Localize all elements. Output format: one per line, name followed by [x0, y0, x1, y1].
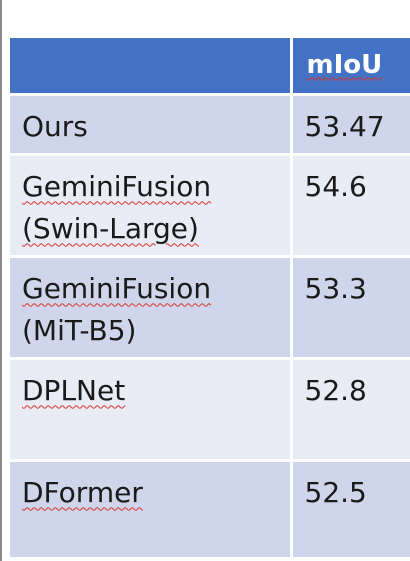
- header-miou-label: mIoU: [306, 50, 383, 81]
- table-header-row: mIoU: [10, 38, 410, 96]
- method-name: GeminiFusion: [22, 169, 212, 203]
- miou-cell: 52.5: [291, 460, 410, 560]
- results-table: mIoU Ours 53.47 GeminiFusion (Swin-Large…: [10, 38, 410, 560]
- miou-value: 52.5: [304, 475, 367, 509]
- table-row: Ours 53.47: [10, 94, 410, 156]
- method-cell: Ours: [10, 94, 293, 156]
- method-name: DPLNet: [22, 373, 126, 407]
- miou-value: 53.3: [304, 271, 367, 305]
- method-cell: GeminiFusion (Swin-Large): [10, 154, 293, 258]
- table-row: DPLNet 52.8: [10, 358, 410, 462]
- method-cell: DFormer: [10, 460, 293, 560]
- miou-value: 54.6: [304, 169, 367, 203]
- method-cell: DPLNet: [10, 358, 293, 462]
- table-row: GeminiFusion (Swin-Large) 54.6: [10, 154, 410, 258]
- header-miou: mIoU: [291, 38, 410, 96]
- miou-cell: 53.3: [291, 256, 410, 360]
- table-row: DFormer 52.5: [10, 460, 410, 560]
- miou-value: 53.47: [304, 109, 385, 143]
- header-method: [10, 38, 293, 96]
- left-edge-line: [0, 0, 2, 561]
- miou-value: 52.8: [304, 373, 367, 407]
- method-name: DFormer: [22, 475, 143, 509]
- method-name: Ours: [22, 109, 88, 143]
- method-variant: (Swin-Large): [22, 211, 199, 245]
- method-name: GeminiFusion: [22, 271, 212, 305]
- table-row: GeminiFusion (MiT-B5) 53.3: [10, 256, 410, 360]
- miou-cell: 52.8: [291, 358, 410, 462]
- method-cell: GeminiFusion (MiT-B5): [10, 256, 293, 360]
- method-variant: (MiT-B5): [22, 313, 137, 347]
- miou-cell: 53.47: [291, 94, 410, 156]
- miou-cell: 54.6: [291, 154, 410, 258]
